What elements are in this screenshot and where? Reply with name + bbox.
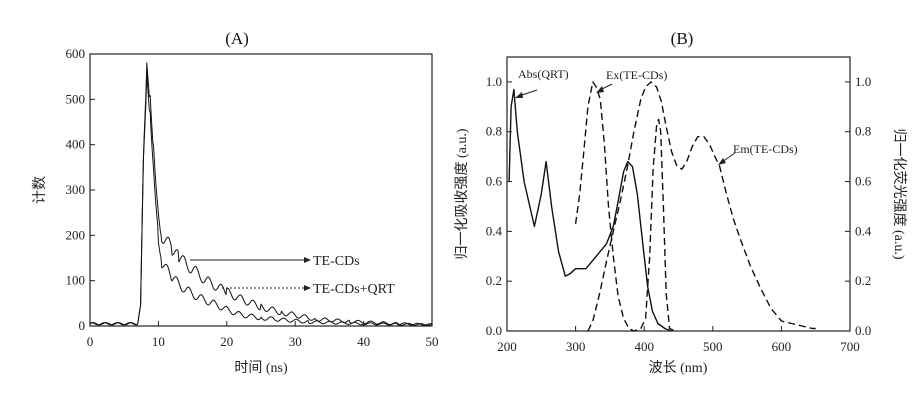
y-tick-label: 200 xyxy=(66,227,86,242)
y-tick-label: 0.8 xyxy=(486,124,502,139)
y-right-tick-label: 0.2 xyxy=(855,273,871,288)
y-tick-label: 100 xyxy=(66,273,86,288)
annotation-te-cds-label: TE-CDs xyxy=(313,254,360,269)
y-tick-label: 0 xyxy=(79,318,86,333)
x-tick-label: 200 xyxy=(497,339,517,354)
panel-b-ylabel-right: 归一化荧光强度 (a.u.) xyxy=(891,128,908,259)
annotation-em: Em(TE-CDs) xyxy=(718,142,798,165)
panel-b-ylabel-left: 归一化吸收强度 (a.u.) xyxy=(453,128,470,259)
x-tick-label: 600 xyxy=(772,339,792,354)
y-tick-label: 500 xyxy=(66,91,86,106)
x-tick-label: 10 xyxy=(152,334,165,349)
y-tick-label: 1.0 xyxy=(486,74,502,89)
annotation-te-cds-qrt: TE-CDs+QRT xyxy=(222,282,395,297)
y-right-tick-label: 1.0 xyxy=(855,74,871,89)
x-tick-label: 700 xyxy=(840,339,860,354)
y-tick-label: 0.2 xyxy=(486,273,502,288)
annotation-abs-qrt: Abs(QRT) xyxy=(515,67,569,98)
x-tick-label: 0 xyxy=(87,334,94,349)
panel-a-xlabel: 时间 (ns) xyxy=(234,360,288,376)
x-tick-label: 20 xyxy=(220,334,233,349)
x-tick-label: 500 xyxy=(703,339,723,354)
figure: (A) 010203040500100200300400500600 时间 (n… xyxy=(0,0,923,406)
annotation-em-label: Em(TE-CDs) xyxy=(733,142,798,156)
x-tick-label: 300 xyxy=(566,339,586,354)
y-tick-label: 0.4 xyxy=(486,223,503,238)
y-tick-label: 0.0 xyxy=(486,323,502,338)
panel-b-title: (B) xyxy=(671,29,694,48)
panel-a-decay-chart: (A) 010203040500100200300400500600 时间 (n… xyxy=(32,29,439,376)
annotation-ex-label: Ex(TE-CDs) xyxy=(606,68,667,82)
y-right-tick-label: 0.6 xyxy=(855,174,872,189)
panel-b-spectra-chart: (B) 2003004005006007000.00.20.40.60.81.0… xyxy=(453,29,908,376)
x-tick-label: 40 xyxy=(357,334,370,349)
annotation-te-cds-qrt-label: TE-CDs+QRT xyxy=(313,282,395,297)
y-right-tick-label: 0.8 xyxy=(855,124,871,139)
panel-a-title: (A) xyxy=(225,29,249,48)
y-tick-label: 600 xyxy=(66,46,86,61)
x-tick-label: 50 xyxy=(426,334,439,349)
y-right-tick-label: 0.0 xyxy=(855,323,871,338)
y-tick-label: 300 xyxy=(66,182,86,197)
series-line-em-te-cds- xyxy=(588,82,816,331)
y-tick-label: 0.6 xyxy=(486,174,503,189)
panel-a-ylabel: 计数 xyxy=(32,176,48,204)
y-tick-label: 400 xyxy=(66,137,86,152)
panel-b-xlabel: 波长 (nm) xyxy=(649,360,708,376)
annotation-te-cds: TE-CDs xyxy=(190,254,360,269)
panel-b-frame xyxy=(507,57,850,331)
series-line-ex-te-cds- xyxy=(576,82,676,331)
x-tick-label: 400 xyxy=(634,339,654,354)
x-tick-label: 30 xyxy=(289,334,302,349)
annotation-abs-qrt-label: Abs(QRT) xyxy=(518,67,569,81)
y-right-tick-label: 0.4 xyxy=(855,223,872,238)
